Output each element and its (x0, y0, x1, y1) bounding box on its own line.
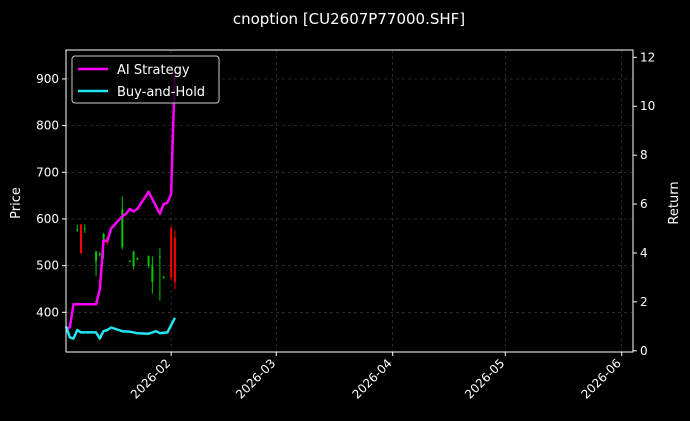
line-ai-strategy (65, 69, 177, 330)
candle-body (136, 258, 139, 260)
candle-body (83, 228, 86, 230)
y-right-tick-label: 10 (640, 99, 655, 113)
candle-body (132, 251, 135, 266)
candle-body (128, 260, 131, 262)
plot-frame (65, 49, 634, 353)
candle-body (121, 209, 124, 247)
y-axis-right: 0 2 4 6 8 10 12 (633, 50, 655, 358)
return-lines (64, 69, 177, 340)
legend-box (71, 55, 220, 104)
y-axis-right-label: Return (667, 181, 682, 224)
y-left-tick-label: 700 (36, 165, 59, 179)
candle-body (170, 227, 173, 277)
y-right-tick-label: 0 (640, 344, 648, 358)
candle-body (151, 265, 154, 282)
legend-ai-label: AI Strategy (117, 63, 190, 78)
candle-body (147, 256, 150, 266)
candle-body (98, 253, 101, 255)
legend: AI Strategy Buy-and-Hold (71, 55, 220, 104)
candle-body (173, 237, 176, 282)
y-left-tick-label: 600 (36, 212, 59, 226)
y-right-tick-label: 8 (640, 148, 648, 162)
y-right-tick-label: 6 (640, 197, 648, 211)
y-axis-left-label: Price (9, 187, 24, 219)
y-left-tick-label: 500 (36, 259, 59, 273)
y-right-tick-label: 2 (640, 295, 648, 309)
chart-title: cnoption [CU2607P77000.SHF] (233, 10, 465, 28)
candle-body (158, 256, 161, 258)
y-left-tick-label: 800 (36, 119, 59, 133)
line-buy-and-hold (64, 317, 177, 340)
y-right-tick-label: 12 (640, 50, 655, 64)
candle-body (102, 233, 105, 245)
legend-bh-label: Buy-and-Hold (117, 85, 205, 100)
candle-body (162, 276, 165, 278)
y-right-tick-label: 4 (640, 246, 648, 260)
y-left-tick-label: 900 (36, 72, 59, 86)
candle-body (76, 229, 79, 231)
candle-body (80, 224, 83, 254)
y-axis-left: 400 500 600 700 800 900 (36, 72, 66, 319)
y-left-tick-label: 400 (36, 305, 59, 319)
candle-body (95, 251, 98, 261)
